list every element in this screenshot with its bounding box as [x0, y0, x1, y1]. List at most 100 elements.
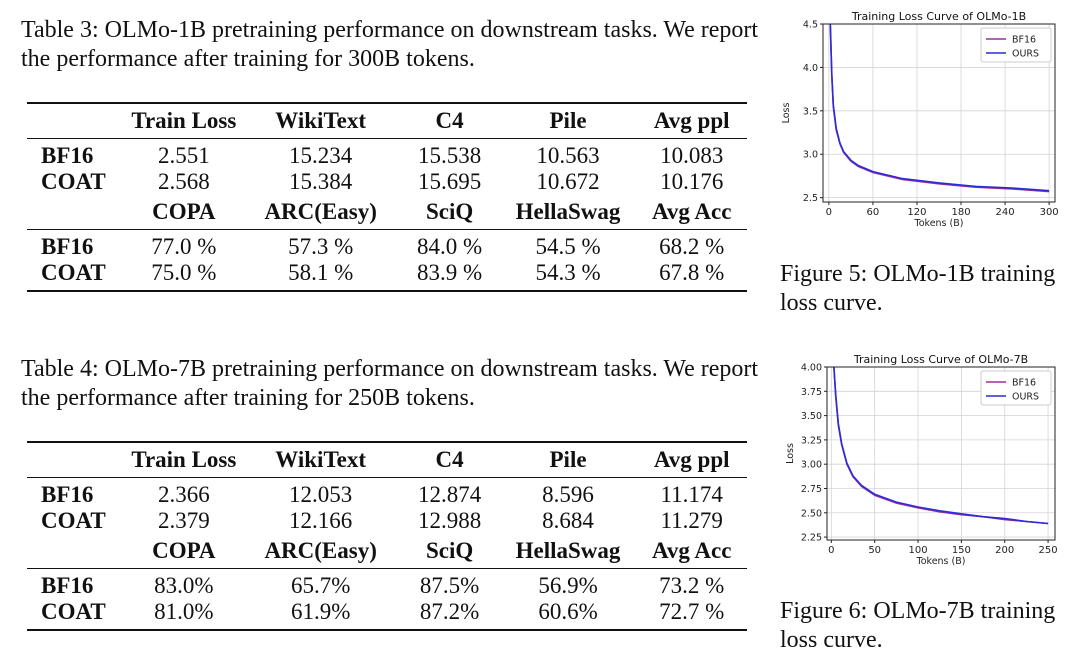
y-tick-label: 2.75 — [801, 484, 822, 495]
x-axis-label: Tokens (B) — [914, 218, 964, 229]
table-cell: 81.0% — [125, 599, 242, 631]
table-cell: 73.2 % — [636, 568, 747, 599]
table-row: BF16 83.0% 65.7% 87.5% 56.9% 73.2 % — [27, 568, 747, 599]
table-cell: 10.083 — [636, 138, 747, 169]
row-label: BF16 — [27, 229, 126, 260]
table-cell: 15.384 — [289, 169, 353, 194]
row-label: COAT — [27, 260, 126, 292]
table-cell: 72.7 % — [636, 599, 747, 631]
table-cell: 2.366 — [125, 477, 242, 508]
table4-header-row-2: COPA ARC(Easy) SciQ HellaSwag Avg Acc — [27, 534, 747, 569]
x-tick-label: 60 — [867, 207, 880, 218]
table-cell: 8.596 — [499, 477, 637, 508]
figure6-caption: Figure 6: OLMo-7B training loss curve. — [780, 598, 1056, 653]
y-axis-label: Loss — [781, 103, 792, 124]
y-tick-label: 3.75 — [801, 387, 822, 398]
table-cell: 15.538 — [399, 138, 500, 169]
series-line-ours — [829, 24, 1050, 192]
legend-label-ours: OURS — [1012, 49, 1039, 60]
y-axis-label: Loss — [785, 443, 796, 464]
table-header-cell: C4 — [399, 102, 500, 139]
table-header-cell: Train Loss — [125, 102, 242, 139]
chart-title: Training Loss Curve of OLMo-1B — [851, 10, 1026, 23]
table-cell: 2.551 — [125, 138, 242, 169]
table4-header-row: Train Loss WikiText C4 Pile Avg ppl — [27, 441, 747, 478]
table-header-cell: ARC(Easy) — [264, 199, 377, 224]
legend-label-bf16: BF16 — [1012, 35, 1036, 46]
table-header-cell: C4 — [399, 441, 500, 478]
table-header-cell: HellaSwag — [515, 199, 621, 224]
x-tick-label: 0 — [826, 207, 832, 218]
legend-label-ours: OURS — [1012, 392, 1039, 403]
row-label: COAT — [27, 599, 126, 631]
x-tick-label: 0 — [828, 545, 834, 556]
row-label: COAT — [41, 169, 106, 194]
x-tick-label: 300 — [1040, 207, 1059, 218]
y-tick-label: 2.25 — [801, 533, 822, 544]
table-cell: 15.695 — [417, 169, 482, 194]
table-cell: 12.053 — [241, 477, 400, 508]
table-header-cell: COPA — [152, 199, 216, 224]
table-header-cell: Avg Acc — [652, 538, 732, 563]
table-cell: 12.166 — [289, 508, 353, 533]
table-row: COAT 2.379 12.166 12.988 8.684 11.279 — [27, 508, 747, 534]
table3-header-row: Train Loss WikiText C4 Pile Avg ppl — [27, 102, 747, 139]
table-cell: 65.7% — [241, 568, 400, 599]
x-axis-label: Tokens (B) — [916, 556, 966, 567]
table-cell: 61.9% — [241, 599, 400, 631]
y-tick-label: 3.50 — [801, 411, 822, 422]
table4: Train Loss WikiText C4 Pile Avg ppl BF16… — [27, 441, 747, 631]
chart-title: Training Loss Curve of OLMo-7B — [853, 353, 1028, 366]
table-header-cell: WikiText — [241, 102, 400, 139]
table-header-cell: Train Loss — [125, 441, 242, 478]
figure5-caption: Figure 5: OLMo-1B training loss curve. — [780, 261, 1056, 316]
table-header-cell: Avg ppl — [636, 441, 747, 478]
table-cell: 8.684 — [542, 508, 594, 533]
table-header-cell: HellaSwag — [515, 538, 621, 563]
table-cell: 67.8 % — [636, 260, 747, 292]
x-tick-label: 240 — [996, 207, 1015, 218]
plot-frame — [822, 23, 1056, 203]
table-row: BF16 2.366 12.053 12.874 8.596 11.174 — [27, 477, 747, 508]
table-header-cell: COPA — [152, 538, 216, 563]
table-header-cell: WikiText — [241, 441, 400, 478]
row-label: COAT — [41, 508, 106, 533]
x-tick-label: 150 — [952, 545, 971, 556]
y-tick-label: 3.25 — [801, 435, 822, 446]
table-cell: 10.176 — [660, 169, 724, 194]
table-cell: 12.988 — [417, 508, 482, 533]
table3-caption: Table 3: OLMo-1B pretraining performance… — [21, 17, 759, 72]
x-tick-label: 180 — [951, 207, 970, 218]
table-cell: 75.0 % — [125, 260, 242, 292]
table-row: COAT 75.0 % 58.1 % 83.9 % 54.3 % 67.8 % — [27, 260, 747, 292]
y-tick-label: 4.00 — [801, 363, 822, 374]
table-cell: 10.672 — [536, 169, 600, 194]
table-cell: 84.0 % — [399, 229, 500, 260]
table-cell: 54.5 % — [499, 229, 637, 260]
table-header-cell: Pile — [499, 102, 637, 139]
table-cell: 83.9 % — [399, 260, 500, 292]
x-tick-label: 120 — [907, 207, 926, 218]
table3: Train Loss WikiText C4 Pile Avg ppl BF16… — [27, 102, 747, 292]
table-cell: 60.6% — [499, 599, 637, 631]
row-label: BF16 — [27, 477, 126, 508]
table-header-cell: Avg ppl — [636, 102, 747, 139]
table-cell: 68.2 % — [636, 229, 747, 260]
table-cell: 12.874 — [399, 477, 500, 508]
x-tick-label: 50 — [868, 545, 881, 556]
table4-caption: Table 4: OLMo-7B pretraining performance… — [21, 356, 759, 411]
table-cell: 58.1 % — [241, 260, 400, 292]
table-cell: 2.379 — [157, 508, 210, 533]
table-cell: 56.9% — [499, 568, 637, 599]
y-tick-label: 3.0 — [803, 150, 818, 161]
table-cell: 87.5% — [399, 568, 500, 599]
figure5-chart: 0 60 120 180 240 300 2.5 3.0 3.5 4.0 4.5 Training L… — [781, 10, 1059, 229]
y-tick-label: 2.5 — [803, 193, 818, 204]
table-cell: 54.3 % — [499, 260, 637, 292]
table-cell: 77.0 % — [125, 229, 242, 260]
table-cell: 11.279 — [660, 508, 723, 533]
table-header-cell: SciQ — [425, 538, 474, 563]
figure6-chart: 0 50 100 150 200 250 2.25 2.50 2.75 3.00 3.25 3.50 3… — [785, 353, 1058, 567]
table-header-cell — [27, 441, 126, 478]
y-tick-label: 3.5 — [803, 106, 818, 117]
